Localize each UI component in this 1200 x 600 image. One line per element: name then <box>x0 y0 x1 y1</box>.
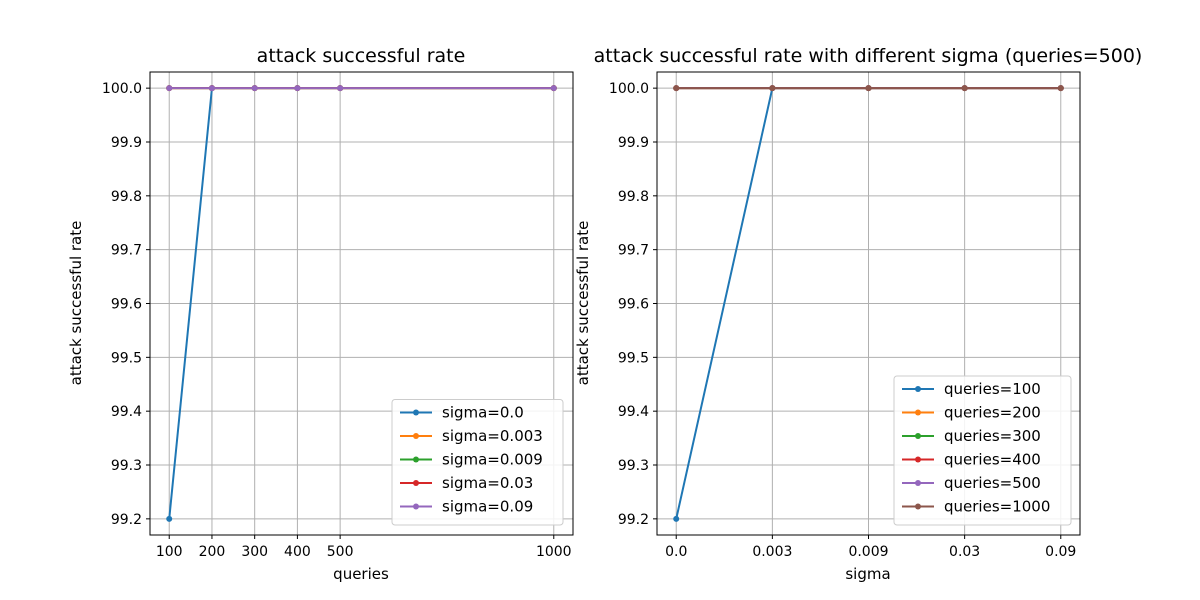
y-tick-label: 99.7 <box>618 243 649 259</box>
data-point <box>550 85 557 92</box>
x-tick-label: 100 <box>156 544 183 560</box>
y-tick-label: 99.9 <box>111 135 142 151</box>
y-tick-label: 99.5 <box>111 350 142 366</box>
legend-marker <box>915 409 921 416</box>
data-point <box>337 85 344 92</box>
x-tick-label: 0.09 <box>1045 544 1076 560</box>
legend-marker <box>413 480 419 486</box>
legend-label: sigma=0.09 <box>442 498 533 516</box>
chart-sigma-y-axis-label: attack successful rate <box>574 221 592 386</box>
data-point <box>208 85 215 92</box>
legend-box <box>893 375 1072 526</box>
legend-label: queries=400 <box>944 451 1041 469</box>
chart-queries-y-axis-label: attack successful rate <box>67 221 85 386</box>
y-tick-label: 99.4 <box>618 404 649 420</box>
legend-box <box>391 399 564 526</box>
x-tick-label: 300 <box>241 544 268 560</box>
data-point <box>673 85 680 92</box>
data-point <box>769 85 776 92</box>
y-tick-label: 99.5 <box>618 350 649 366</box>
legend-marker <box>915 433 921 439</box>
chart-sigma-x-axis-label: sigma <box>845 565 890 583</box>
x-tick-label: 0.0 <box>665 544 687 560</box>
legend-label: queries=300 <box>944 427 1041 445</box>
y-tick-label: 99.3 <box>618 458 649 474</box>
legend-label: queries=100 <box>944 380 1041 398</box>
chart-queries: 100 200 300 400 500 1000 99.2 99.3 99.4 99.5 99.6 9… <box>67 45 574 583</box>
legend-label: sigma=0.009 <box>442 451 543 469</box>
y-tick-label: 99.4 <box>111 404 142 420</box>
legend-label: queries=200 <box>944 404 1041 422</box>
chart-queries-x-axis-label: queries <box>333 565 389 583</box>
data-point <box>673 515 680 522</box>
legend-marker <box>413 456 419 463</box>
y-tick-label: 100.0 <box>609 81 649 97</box>
legend-marker <box>915 503 921 510</box>
y-tick-label: 100.0 <box>102 81 142 97</box>
legend-marker <box>413 433 419 439</box>
y-tick-label: 99.9 <box>618 135 649 151</box>
y-tick-label: 99.6 <box>111 297 142 313</box>
chart-sigma-ticks: 0.0 0.003 0.009 0.03 0.09 99.2 99.3 99.4 99.5 99.… <box>609 81 1076 560</box>
x-tick-label: 200 <box>199 544 226 560</box>
legend-label: sigma=0.0 <box>442 404 524 422</box>
x-tick-label: 0.003 <box>752 544 792 560</box>
data-point <box>961 85 968 92</box>
legend-label: sigma=0.03 <box>442 474 533 492</box>
y-tick-label: 99.3 <box>111 458 142 474</box>
chart-queries-legend: sigma=0.0 sigma=0.003 sigma=0.009 sigma=0.0… <box>391 399 564 526</box>
data-point <box>865 85 872 92</box>
data-point <box>166 85 173 92</box>
x-tick-label: 0.009 <box>848 544 888 560</box>
chart-sigma: 0.0 0.003 0.009 0.03 0.09 99.2 99.3 99.4 99.5 99.… <box>574 45 1142 583</box>
legend-marker <box>915 386 921 392</box>
legend-label: queries=500 <box>944 474 1041 492</box>
chart-sigma-series <box>673 85 1064 522</box>
x-tick-label: 400 <box>284 544 311 560</box>
x-tick-label: 500 <box>327 544 354 560</box>
chart-sigma-title: attack successful rate with different si… <box>594 45 1143 67</box>
data-point <box>251 85 258 92</box>
legend-label: sigma=0.003 <box>442 427 543 445</box>
y-tick-label: 99.6 <box>618 297 649 313</box>
legend-marker <box>915 480 921 486</box>
data-point <box>166 515 173 522</box>
legend-marker <box>915 456 921 463</box>
y-tick-label: 99.2 <box>618 512 649 528</box>
data-point <box>1057 85 1064 92</box>
chart-queries-series <box>166 85 557 522</box>
x-tick-label: 1000 <box>536 544 572 560</box>
legend-marker <box>413 503 419 510</box>
chart-sigma-legend: queries=100 queries=200 queries=300 queries… <box>893 375 1072 526</box>
chart-queries-ticks: 100 200 300 400 500 1000 99.2 99.3 99.4 99.5 99.6 9… <box>102 81 572 560</box>
legend-label: queries=1000 <box>944 498 1050 516</box>
y-tick-label: 99.8 <box>618 189 649 205</box>
y-tick-label: 99.7 <box>111 243 142 259</box>
x-tick-label: 0.03 <box>949 544 980 560</box>
y-tick-label: 99.8 <box>111 189 142 205</box>
y-tick-label: 99.2 <box>111 512 142 528</box>
data-point <box>294 85 301 92</box>
chart-queries-title: attack successful rate <box>257 45 466 67</box>
legend-marker <box>413 409 419 416</box>
